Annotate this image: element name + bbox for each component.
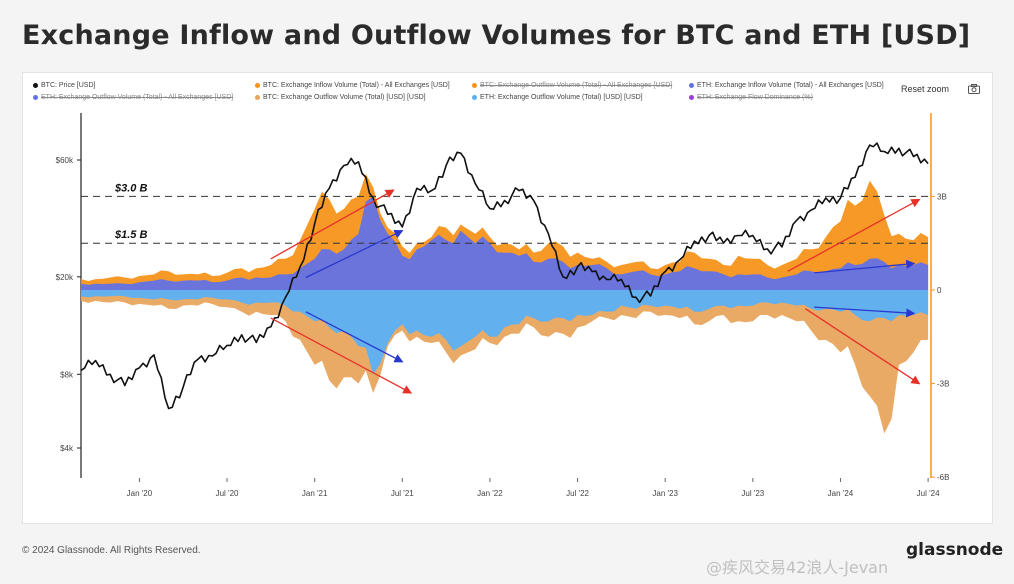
- chart-title: Exchange Inflow and Outflow Volumes for …: [22, 20, 971, 51]
- blue-trend-arrow: [305, 311, 404, 363]
- legend-dot: [472, 83, 477, 88]
- left-tick-label: $8k: [60, 370, 74, 379]
- right-tick-label: -6B: [937, 473, 949, 482]
- red-trend-arrow: [805, 308, 921, 385]
- legend-label: BTC: Exchange Outflow Volume (Total) - A…: [480, 82, 673, 89]
- x-tick-label: Jan '24: [828, 489, 854, 498]
- x-tick-label: Jul '20: [216, 489, 239, 498]
- legend-dot: [33, 95, 38, 100]
- red-trend-arrow: [787, 198, 921, 272]
- blue-trend-arrow: [305, 230, 404, 279]
- chart-svg: $3.0 B $1.5 B $4k $8k $20k $60k 3B 0 -3B -6B Jan '…: [56, 113, 949, 498]
- red-trend-arrow: [270, 317, 413, 394]
- legend-dot: [33, 83, 38, 88]
- legend-item[interactable]: ETH: Exchange Outflow Volume (Total) - A…: [33, 94, 233, 101]
- brand-logo: glassnode: [906, 540, 1004, 560]
- legend-label: BTC: Price [USD]: [41, 82, 96, 89]
- legend-label: BTC: Exchange Outflow Volume (Total) [US…: [263, 94, 426, 101]
- legend-item[interactable]: BTC: Exchange Outflow Volume (Total) - A…: [472, 82, 672, 89]
- legend-item[interactable]: ETH: Exchange Flow Dominance (%): [689, 94, 813, 101]
- legend-item[interactable]: BTC: Exchange Inflow Volume (Total) - Al…: [255, 82, 450, 89]
- legend-dot: [689, 83, 694, 88]
- legend-item[interactable]: BTC: Price [USD]: [33, 82, 95, 89]
- legend-item[interactable]: ETH: Exchange Inflow Volume (Total) - Al…: [689, 82, 884, 89]
- legend-dot: [689, 95, 694, 100]
- legend-label: BTC: Exchange Inflow Volume (Total) - Al…: [263, 82, 450, 89]
- legend-dot: [255, 95, 260, 100]
- eth-outflow-area: [81, 290, 929, 375]
- legend-item[interactable]: BTC: Exchange Outflow Volume (Total) [US…: [255, 94, 426, 101]
- x-tick-label: Jul '24: [917, 489, 940, 498]
- annotation-label: $3.0 B: [114, 182, 147, 194]
- right-tick-label: 0: [937, 286, 942, 295]
- btc-outflow-area: [81, 290, 929, 434]
- annotation-label: $1.5 B: [114, 229, 147, 241]
- legend-label: ETH: Exchange Inflow Volume (Total) - Al…: [697, 82, 884, 89]
- blue-trend-arrow: [814, 306, 916, 318]
- legend-item[interactable]: ETH: Exchange Outflow Volume (Total) [US…: [472, 94, 643, 101]
- x-tick-label: Jul '21: [391, 489, 414, 498]
- x-tick-label: Jan '20: [127, 489, 153, 498]
- btc-price-line: [80, 142, 929, 410]
- camera-icon[interactable]: [968, 84, 980, 97]
- legend-label: ETH: Exchange Outflow Volume (Total) [US…: [480, 94, 643, 101]
- btc-inflow-area: [81, 174, 929, 290]
- left-tick-label: $20k: [56, 273, 74, 282]
- eth-inflow-area: [81, 196, 929, 290]
- x-tick-label: Jan '23: [652, 489, 678, 498]
- x-tick-label: Jul '23: [741, 489, 764, 498]
- x-tick-label: Jul '22: [566, 489, 589, 498]
- blue-trend-arrow: [814, 259, 916, 274]
- legend-label: ETH: Exchange Outflow Volume (Total) - A…: [41, 94, 234, 101]
- watermark: @疾风交易42浪人-Jevan: [706, 558, 889, 577]
- legend-label: ETH: Exchange Flow Dominance (%): [697, 94, 813, 101]
- legend-dot: [255, 83, 260, 88]
- right-tick-label: -3B: [937, 380, 949, 389]
- reset-zoom-button[interactable]: Reset zoom: [901, 84, 950, 94]
- x-tick-label: Jan '22: [477, 489, 503, 498]
- x-tick-label: Jan '21: [302, 489, 328, 498]
- red-trend-arrow: [270, 189, 395, 260]
- copyright: © 2024 Glassnode. All Rights Reserved.: [22, 545, 201, 556]
- left-tick-label: $4k: [60, 444, 74, 453]
- right-tick-label: 3B: [937, 192, 947, 201]
- legend-dot: [472, 95, 477, 100]
- chart-card: BTC: Price [USD] BTC: Exchange Inflow Vol…: [22, 72, 993, 524]
- left-tick-label: $60k: [56, 156, 74, 165]
